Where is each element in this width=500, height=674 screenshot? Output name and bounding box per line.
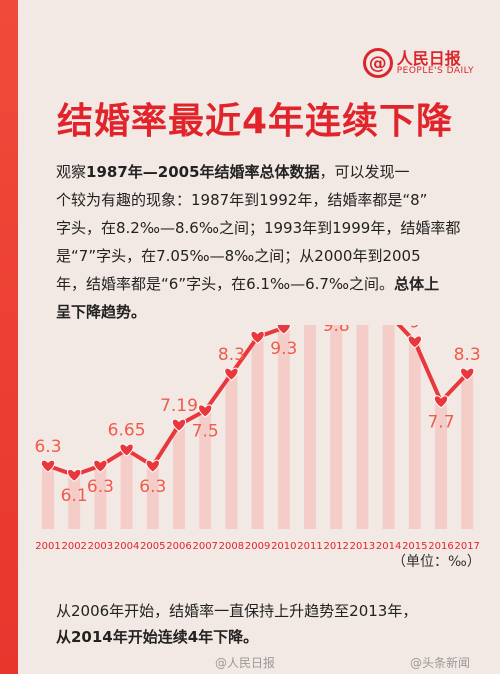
intro-paragraph: 观察1987年—2005年结婚率总体数据，可以发现一 个较为有趣的现象：1987…	[56, 158, 476, 326]
bar-2003	[94, 465, 107, 529]
bar-2012	[330, 325, 343, 529]
footer-line-2: 从2014年开始连续4年下降。	[56, 624, 476, 650]
bar-2007	[199, 410, 212, 529]
x-tick-2002: 2002	[61, 541, 86, 552]
page-title: 结婚率最近4年连续下降	[56, 101, 454, 142]
value-label-2001: 6.3	[34, 437, 61, 457]
heart-marker-2002	[67, 468, 82, 482]
x-tick-2001: 2001	[35, 541, 60, 552]
heart-marker-2016	[433, 395, 449, 409]
value-label-2004: 6.65	[108, 421, 146, 441]
x-tick-2004: 2004	[114, 541, 139, 552]
x-tick-2015: 2015	[402, 541, 427, 552]
footer-paragraph: 从2006年开始，结婚率一直保持上升趋势至2013年， 从2014年开始连续4年…	[56, 598, 476, 650]
value-label-2006: 7.19	[160, 396, 198, 416]
x-tick-2011: 2011	[297, 541, 322, 552]
bar-2004	[120, 449, 133, 529]
heart-marker-2004	[119, 443, 134, 457]
paragraph-line-3: 字头，在8.2‰—8.6‰之间；1993年到1999年，结婚率都	[56, 219, 461, 237]
value-label-2010: 9.3	[270, 339, 297, 359]
heart-marker-2015	[407, 335, 422, 349]
logo-text-en: PEOPLE'S DAILY	[396, 65, 474, 76]
heart-marker-2007	[198, 404, 213, 418]
paragraph-line-5-bold: 总体上	[394, 275, 440, 293]
x-tick-2007: 2007	[192, 541, 217, 552]
paragraph-line-4: 是“7”字头，在7.05‰—8‰之间；从2000年到2005	[56, 247, 421, 265]
bar-2006	[173, 424, 185, 529]
heart-marker-2009	[250, 330, 265, 344]
value-label-2003: 6.3	[87, 477, 114, 497]
value-label-2002: 6.1	[61, 486, 88, 506]
value-label-2008: 8.3	[218, 345, 245, 365]
x-tick-2003: 2003	[88, 541, 113, 552]
unit-label: （单位：‰）	[392, 554, 481, 570]
value-label-2016: 7.7	[427, 412, 454, 432]
x-tick-2010: 2010	[271, 541, 296, 552]
bar-2016	[435, 401, 447, 529]
heart-marker-2010	[276, 325, 291, 335]
x-tick-2006: 2006	[166, 541, 191, 552]
watermark-toutiao-news: @头条新闻	[410, 656, 471, 670]
x-tick-2009: 2009	[245, 541, 270, 552]
paragraph-line-1-bold: 1987年—2005年结婚率总体数据	[86, 163, 320, 181]
marriage-rate-line-chart: 6.36.16.36.656.37.197.58.39.19.39.79.89.…	[34, 325, 481, 552]
footer-line-2-bold: 从2014年开始连续4年下降。	[56, 628, 259, 646]
bar-2010	[277, 327, 290, 529]
logo-text: 人民日报 PEOPLE'S DAILY	[396, 48, 474, 76]
bar-2013	[356, 325, 369, 529]
paragraph-line-2: 个较为有趣的现象：1987年到1992年，结婚率都是“8”	[56, 191, 428, 209]
paragraph-line-1-pre: 观察	[56, 163, 87, 181]
value-label-2017: 8.3	[454, 345, 481, 365]
at-icon: @	[362, 48, 393, 78]
paragraph-line-5-pre: 年，结婚率都是“6”字头，在6.1‰—6.7‰之间。	[56, 275, 395, 293]
x-tick-2013: 2013	[350, 541, 375, 552]
value-label-2005: 6.3	[139, 477, 166, 497]
bar-2008	[225, 373, 238, 529]
heart-marker-2001	[40, 459, 56, 473]
paragraph-line-5: 年，结婚率都是“6”字头，在6.1‰—6.7‰之间。总体上	[56, 270, 476, 298]
value-label-2009: 9.1	[244, 325, 271, 328]
x-tick-2014: 2014	[376, 541, 401, 552]
bar-2009	[251, 337, 264, 529]
peoples-daily-logo: @ 人民日报 PEOPLE'S DAILY	[362, 48, 474, 78]
heart-marker-2003	[93, 459, 108, 473]
paragraph-line-6-bold: 呈下降趋势。	[56, 303, 147, 321]
value-label-2007: 7.5	[192, 422, 219, 442]
paragraph-line-6: 呈下降趋势。	[56, 298, 476, 326]
heart-marker-2017	[460, 367, 475, 381]
logo-text-cn: 人民日报	[396, 48, 461, 68]
value-label-2015: 9	[409, 325, 420, 333]
x-tick-2017: 2017	[454, 541, 479, 552]
watermark-peoples-daily: @人民日报	[215, 656, 276, 670]
bar-2001	[42, 465, 54, 529]
bar-2002	[68, 475, 81, 529]
x-tick-2008: 2008	[219, 541, 244, 552]
heart-marker-2005	[145, 459, 160, 473]
heart-marker-2006	[171, 418, 187, 432]
footer-line-1: 从2006年开始，结婚率一直保持上升趋势至2013年，	[56, 602, 418, 620]
value-label-2012: 9.8	[323, 325, 350, 336]
bar-2014	[382, 325, 395, 529]
bar-2015	[408, 341, 421, 529]
x-tick-2012: 2012	[323, 541, 348, 552]
paragraph-line-1: 观察1987年—2005年结婚率总体数据，可以发现一	[56, 158, 476, 186]
heart-marker-2008	[224, 367, 239, 381]
bar-2005	[146, 465, 159, 529]
bar-2017	[461, 373, 474, 529]
x-tick-2005: 2005	[140, 541, 165, 552]
x-tick-2016: 2016	[428, 541, 453, 552]
bar-2011	[304, 325, 316, 529]
left-accent-bar	[0, 0, 18, 674]
paragraph-line-1-post: ，可以发现一	[319, 163, 410, 181]
